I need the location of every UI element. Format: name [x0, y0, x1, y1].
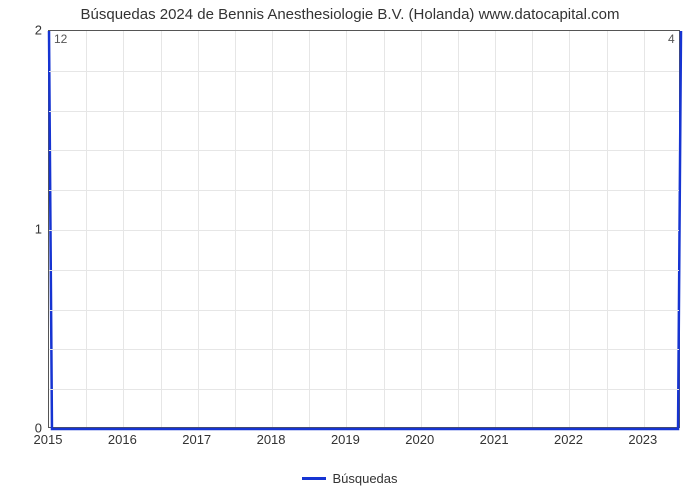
y-tick-label: 2 [12, 23, 42, 38]
gridline-horizontal-minor [49, 190, 679, 191]
gridline-horizontal-minor [49, 71, 679, 72]
series-layer [49, 31, 679, 427]
y-tick-label: 0 [12, 421, 42, 436]
gridline-horizontal [49, 230, 679, 231]
gridline-vertical [569, 31, 570, 427]
gridline-vertical-minor [607, 31, 608, 427]
gridline-vertical [272, 31, 273, 427]
gridline-horizontal-minor [49, 270, 679, 271]
x-tick-label: 2022 [554, 432, 583, 447]
legend-swatch [302, 477, 326, 480]
data-point-label: 12 [54, 32, 67, 46]
data-point-label: 4 [668, 32, 675, 46]
x-tick-label: 2021 [480, 432, 509, 447]
gridline-horizontal-minor [49, 111, 679, 112]
gridline-vertical [421, 31, 422, 427]
gridline-horizontal-minor [49, 389, 679, 390]
gridline-vertical-minor [384, 31, 385, 427]
x-tick-label: 2020 [405, 432, 434, 447]
gridline-vertical [495, 31, 496, 427]
x-tick-label: 2023 [628, 432, 657, 447]
chart-title: Búsquedas 2024 de Bennis Anesthesiologie… [0, 6, 700, 23]
gridline-vertical-minor [161, 31, 162, 427]
gridline-vertical-minor [458, 31, 459, 427]
gridline-vertical [644, 31, 645, 427]
legend-item: Búsquedas [302, 471, 397, 486]
gridline-horizontal-minor [49, 310, 679, 311]
gridline-vertical [198, 31, 199, 427]
plot-area [48, 30, 680, 428]
x-tick-label: 2016 [108, 432, 137, 447]
gridline-vertical [346, 31, 347, 427]
legend-label: Búsquedas [332, 471, 397, 486]
x-tick-label: 2018 [257, 432, 286, 447]
gridline-vertical-minor [235, 31, 236, 427]
gridline-vertical-minor [309, 31, 310, 427]
gridline-vertical-minor [86, 31, 87, 427]
y-tick-label: 1 [12, 222, 42, 237]
gridline-horizontal-minor [49, 349, 679, 350]
chart-container: Búsquedas 2024 de Bennis Anesthesiologie… [0, 0, 700, 500]
gridline-vertical-minor [532, 31, 533, 427]
legend: Búsquedas [0, 468, 700, 486]
x-tick-label: 2017 [182, 432, 211, 447]
x-tick-label: 2019 [331, 432, 360, 447]
gridline-horizontal-minor [49, 150, 679, 151]
gridline-vertical [123, 31, 124, 427]
